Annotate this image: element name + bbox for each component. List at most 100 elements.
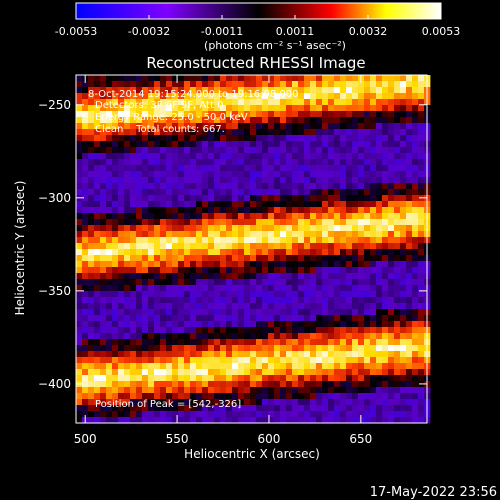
heatmap-cell	[100, 393, 107, 400]
heatmap-cell	[172, 399, 179, 406]
heatmap-cell	[244, 141, 251, 148]
heatmap-cell	[160, 99, 167, 106]
heatmap-cell	[94, 177, 101, 184]
heatmap-cell	[358, 267, 365, 274]
heatmap-cell	[172, 87, 179, 94]
heatmap-cell	[358, 399, 365, 406]
heatmap-cell	[208, 285, 215, 292]
heatmap-cell	[292, 339, 299, 346]
heatmap-cell	[124, 75, 131, 82]
heatmap-cell	[304, 261, 311, 268]
heatmap-cell	[262, 231, 269, 238]
heatmap-cell	[388, 147, 395, 154]
heatmap-cell	[376, 297, 383, 304]
heatmap-cell	[406, 135, 413, 142]
heatmap-cell	[160, 159, 167, 166]
heatmap-cell	[226, 105, 233, 112]
heatmap-cell	[190, 339, 197, 346]
heatmap-cell	[310, 183, 317, 190]
heatmap-cell	[160, 255, 167, 262]
heatmap-cell	[244, 189, 251, 196]
heatmap-cell	[370, 87, 377, 94]
heatmap-cell	[136, 315, 143, 322]
heatmap-cell	[142, 363, 149, 370]
heatmap-cell	[196, 417, 203, 424]
heatmap-cell	[400, 75, 407, 82]
heatmap-cell	[382, 285, 389, 292]
heatmap-cell	[136, 201, 143, 208]
heatmap-cell	[328, 405, 335, 412]
heatmap-cell	[184, 345, 191, 352]
heatmap-cell	[388, 177, 395, 184]
heatmap-cell	[238, 369, 245, 376]
heatmap-cell	[346, 393, 353, 400]
heatmap-cell	[418, 177, 425, 184]
heatmap-cell	[364, 93, 371, 100]
heatmap-cell	[214, 291, 221, 298]
heatmap-cell	[76, 93, 83, 100]
heatmap-cell	[202, 105, 209, 112]
heatmap-cell	[280, 75, 287, 82]
heatmap-cell	[244, 315, 251, 322]
heatmap-cell	[178, 165, 185, 172]
heatmap-cell	[358, 279, 365, 286]
heatmap-cell	[202, 165, 209, 172]
heatmap-cell	[406, 99, 413, 106]
heatmap-cell	[304, 171, 311, 178]
heatmap-cell	[184, 111, 191, 118]
heatmap-cell	[184, 363, 191, 370]
heatmap-cell	[142, 321, 149, 328]
heatmap-cell	[304, 411, 311, 418]
heatmap-cell	[214, 81, 221, 88]
heatmap-cell	[214, 285, 221, 292]
heatmap-cell	[280, 237, 287, 244]
heatmap-cell	[82, 123, 89, 130]
heatmap-cell	[244, 183, 251, 190]
heatmap-cell	[238, 273, 245, 280]
heatmap-cell	[352, 93, 359, 100]
heatmap-cell	[406, 375, 413, 382]
heatmap-cell	[160, 165, 167, 172]
heatmap-cell	[388, 417, 395, 424]
heatmap-cell	[190, 213, 197, 220]
heatmap-cell	[310, 105, 317, 112]
heatmap-cell	[352, 327, 359, 334]
heatmap-cell	[136, 111, 143, 118]
heatmap-cell	[256, 75, 263, 82]
heatmap-cell	[82, 291, 89, 298]
heatmap-cell	[112, 345, 119, 352]
heatmap-cell	[382, 363, 389, 370]
heatmap-cell	[136, 387, 143, 394]
heatmap-cell	[202, 81, 209, 88]
heatmap-cell	[316, 117, 323, 124]
heatmap-cell	[286, 213, 293, 220]
heatmap-cell	[136, 153, 143, 160]
heatmap-cell	[346, 207, 353, 214]
heatmap-cell	[154, 411, 161, 418]
heatmap-cell	[328, 387, 335, 394]
heatmap-cell	[154, 375, 161, 382]
heatmap-cell	[412, 387, 419, 394]
heatmap-cell	[412, 255, 419, 262]
heatmap-cell	[82, 93, 89, 100]
heatmap-cell	[160, 75, 167, 82]
heatmap-cell	[112, 393, 119, 400]
heatmap-cell	[172, 273, 179, 280]
heatmap-cell	[394, 123, 401, 130]
heatmap-cell	[310, 357, 317, 364]
heatmap-cell	[376, 177, 383, 184]
heatmap-cell	[112, 261, 119, 268]
heatmap-cell	[292, 291, 299, 298]
heatmap-cell	[268, 375, 275, 382]
heatmap-cell	[106, 405, 113, 412]
heatmap-cell	[280, 165, 287, 172]
heatmap-cell	[148, 297, 155, 304]
heatmap-cell	[370, 123, 377, 130]
heatmap-cell	[304, 363, 311, 370]
heatmap-cell	[256, 99, 263, 106]
heatmap-cell	[172, 189, 179, 196]
heatmap-cell	[334, 267, 341, 274]
heatmap-cell	[136, 357, 143, 364]
heatmap-cell	[130, 231, 137, 238]
heatmap-cell	[316, 339, 323, 346]
